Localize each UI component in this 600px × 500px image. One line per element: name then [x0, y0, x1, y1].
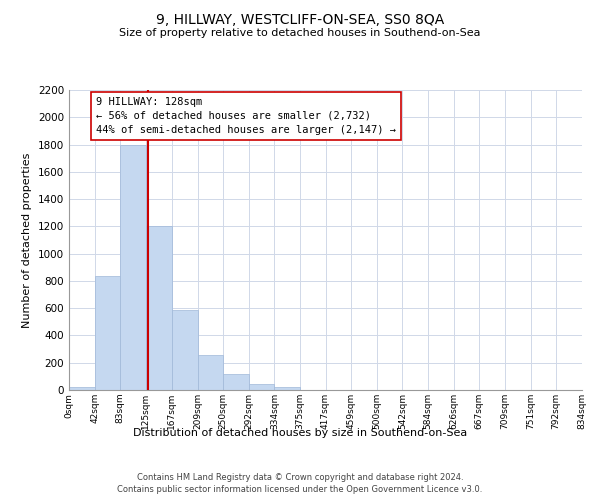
Text: Contains HM Land Registry data © Crown copyright and database right 2024.: Contains HM Land Registry data © Crown c… [137, 473, 463, 482]
Bar [223, 374, 248, 390]
Bar [274, 386, 299, 390]
Bar [197, 355, 223, 390]
Bar [248, 384, 274, 390]
Text: Distribution of detached houses by size in Southend-on-Sea: Distribution of detached houses by size … [133, 428, 467, 438]
Bar [120, 144, 146, 390]
Text: Contains public sector information licensed under the Open Government Licence v3: Contains public sector information licen… [118, 484, 482, 494]
Bar [146, 226, 172, 390]
Bar [172, 310, 197, 390]
Y-axis label: Number of detached properties: Number of detached properties [22, 152, 32, 328]
Bar [95, 276, 120, 390]
Text: 9, HILLWAY, WESTCLIFF-ON-SEA, SS0 8QA: 9, HILLWAY, WESTCLIFF-ON-SEA, SS0 8QA [156, 12, 444, 26]
Text: 9 HILLWAY: 128sqm
← 56% of detached houses are smaller (2,732)
44% of semi-detac: 9 HILLWAY: 128sqm ← 56% of detached hous… [96, 97, 396, 135]
Text: Size of property relative to detached houses in Southend-on-Sea: Size of property relative to detached ho… [119, 28, 481, 38]
Bar [69, 386, 95, 390]
